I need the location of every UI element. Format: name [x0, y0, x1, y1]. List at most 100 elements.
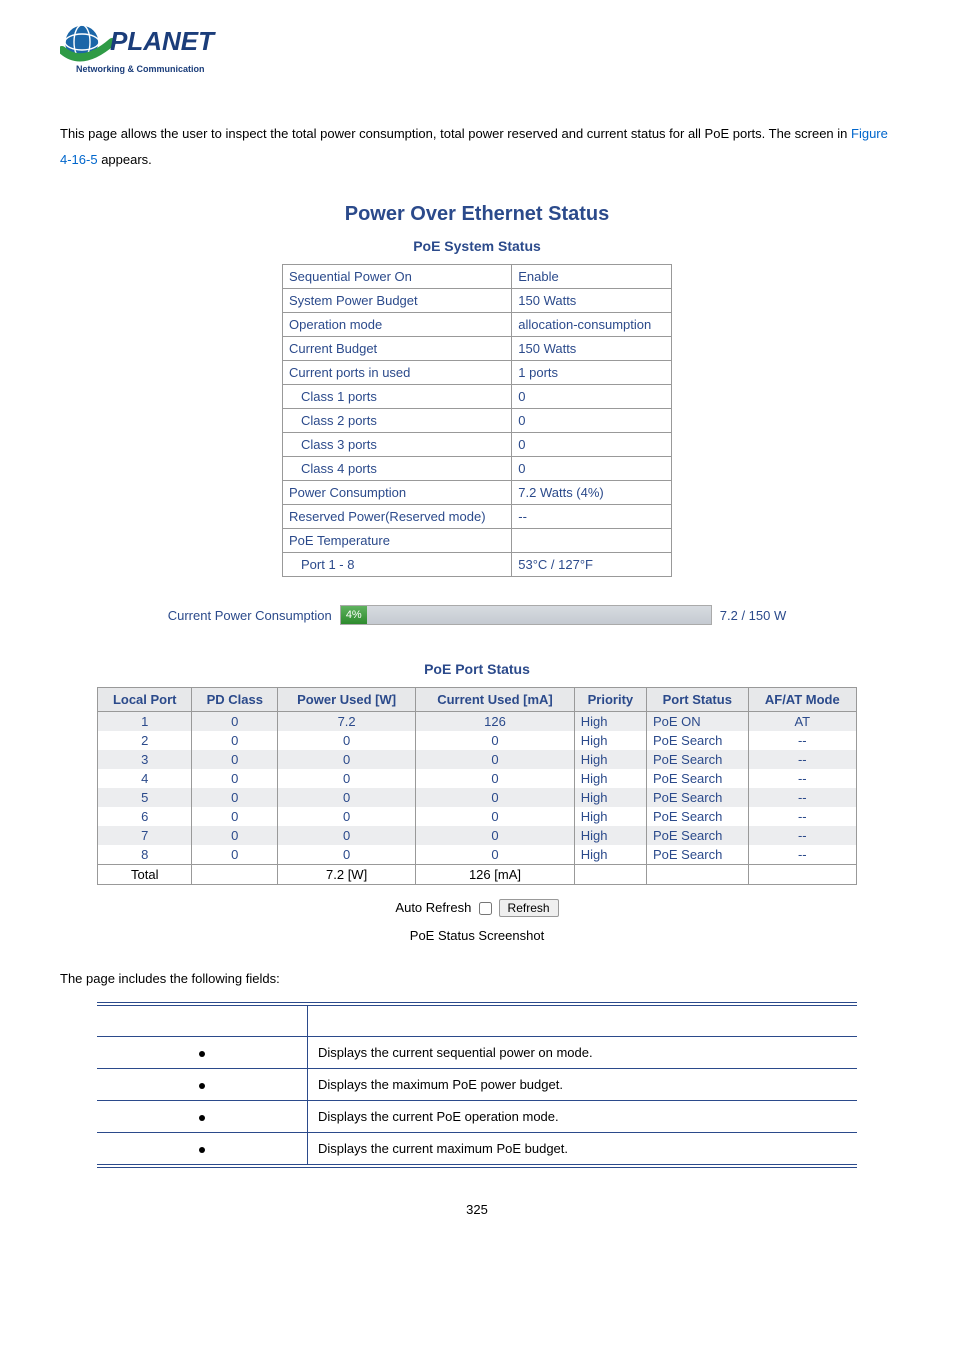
port-cell: High [574, 769, 646, 788]
port-cell: -- [748, 826, 856, 845]
port-total-cell [646, 865, 748, 885]
system-status-title: PoE System Status [60, 238, 894, 254]
port-cell: 6 [98, 807, 192, 826]
port-cell: 0 [278, 769, 416, 788]
port-cell: PoE Search [646, 845, 748, 865]
port-cell: 0 [192, 731, 278, 750]
system-row: Operation modeallocation-consumption [283, 313, 672, 337]
port-status-title: PoE Port Status [60, 661, 894, 677]
port-header: Priority [574, 688, 646, 712]
fields-object-cell [97, 1069, 308, 1101]
system-row-label: Power Consumption [283, 481, 512, 505]
fields-desc-cell: Displays the current sequential power on… [308, 1037, 858, 1069]
port-cell: 0 [416, 788, 575, 807]
port-header: Local Port [98, 688, 192, 712]
fields-intro: The page includes the following fields: [60, 971, 894, 986]
bullet-icon [199, 1115, 205, 1121]
port-total-cell [574, 865, 646, 885]
system-row: Sequential Power OnEnable [283, 265, 672, 289]
fields-row: Displays the current sequential power on… [97, 1037, 857, 1069]
intro-line: This page allows the user to inspect the… [60, 126, 851, 141]
port-header: Current Used [mA] [416, 688, 575, 712]
port-row: 2000HighPoE Search-- [98, 731, 857, 750]
intro-paragraph: This page allows the user to inspect the… [60, 121, 894, 173]
system-row: Power Consumption7.2 Watts (4%) [283, 481, 672, 505]
refresh-controls: Auto Refresh Refresh [60, 899, 894, 918]
port-row: 6000HighPoE Search-- [98, 807, 857, 826]
port-total-cell [748, 865, 856, 885]
refresh-button[interactable]: Refresh [499, 899, 559, 917]
port-cell: PoE Search [646, 826, 748, 845]
system-row-value [512, 529, 672, 553]
port-cell: AT [748, 712, 856, 732]
consumption-bar: 4% [340, 605, 712, 625]
auto-refresh-checkbox[interactable] [479, 902, 492, 915]
port-header: AF/AT Mode [748, 688, 856, 712]
system-row: Current ports in used1 ports [283, 361, 672, 385]
port-cell: 3 [98, 750, 192, 769]
system-row-value: 53°C / 127°F [512, 553, 672, 577]
port-row: 107.2126HighPoE ONAT [98, 712, 857, 732]
system-row-value: -- [512, 505, 672, 529]
port-cell: 0 [192, 845, 278, 865]
port-cell: 8 [98, 845, 192, 865]
port-cell: 4 [98, 769, 192, 788]
auto-refresh-label: Auto Refresh [395, 900, 498, 915]
port-row: 5000HighPoE Search-- [98, 788, 857, 807]
system-row: Class 4 ports0 [283, 457, 672, 481]
system-row: Current Budget150 Watts [283, 337, 672, 361]
port-total-row: Total7.2 [W]126 [mA] [98, 865, 857, 885]
system-row-label: Class 1 ports [283, 385, 512, 409]
fields-header-object [97, 1004, 308, 1037]
system-row: Class 2 ports0 [283, 409, 672, 433]
port-cell: High [574, 712, 646, 732]
system-row-label: System Power Budget [283, 289, 512, 313]
port-cell: High [574, 731, 646, 750]
system-row-value: Enable [512, 265, 672, 289]
system-row-label: Port 1 - 8 [283, 553, 512, 577]
auto-refresh-text: Auto Refresh [395, 900, 471, 915]
port-header: Power Used [W] [278, 688, 416, 712]
port-cell: High [574, 826, 646, 845]
system-row-label: Class 3 ports [283, 433, 512, 457]
port-header: Port Status [646, 688, 748, 712]
port-cell: 0 [192, 750, 278, 769]
port-cell: 0 [192, 788, 278, 807]
system-row-label: Current ports in used [283, 361, 512, 385]
system-row-label: Sequential Power On [283, 265, 512, 289]
port-cell: -- [748, 750, 856, 769]
port-cell: High [574, 807, 646, 826]
port-cell: 0 [192, 712, 278, 732]
planet-logo: PLANET Networking & Communication [60, 20, 894, 81]
bullet-icon [199, 1083, 205, 1089]
system-row-value: 7.2 Watts (4%) [512, 481, 672, 505]
system-row-value: allocation-consumption [512, 313, 672, 337]
port-cell: -- [748, 788, 856, 807]
fields-desc-cell: Displays the maximum PoE power budget. [308, 1069, 858, 1101]
power-consumption-row: Current Power Consumption 4% 7.2 / 150 W [167, 605, 787, 625]
port-cell: -- [748, 769, 856, 788]
port-cell: 7 [98, 826, 192, 845]
port-cell: 126 [416, 712, 575, 732]
port-cell: PoE Search [646, 807, 748, 826]
fields-object-cell [97, 1037, 308, 1069]
logo-brand-text: PLANET [110, 26, 216, 56]
port-header: PD Class [192, 688, 278, 712]
port-cell: 0 [416, 769, 575, 788]
main-title: Power Over Ethernet Status [60, 203, 894, 226]
intro-tail: appears. [98, 152, 152, 167]
port-cell: High [574, 788, 646, 807]
port-cell: 0 [278, 845, 416, 865]
port-cell: PoE ON [646, 712, 748, 732]
screenshot-caption: PoE Status Screenshot [60, 928, 894, 943]
port-cell: 0 [416, 731, 575, 750]
port-cell: 0 [416, 845, 575, 865]
port-cell: High [574, 845, 646, 865]
port-cell: 0 [192, 807, 278, 826]
port-cell: 0 [278, 731, 416, 750]
port-row: 8000HighPoE Search-- [98, 845, 857, 865]
port-cell: 7.2 [278, 712, 416, 732]
port-row: 3000HighPoE Search-- [98, 750, 857, 769]
system-row-label: Reserved Power(Reserved mode) [283, 505, 512, 529]
fields-object-cell [97, 1133, 308, 1167]
